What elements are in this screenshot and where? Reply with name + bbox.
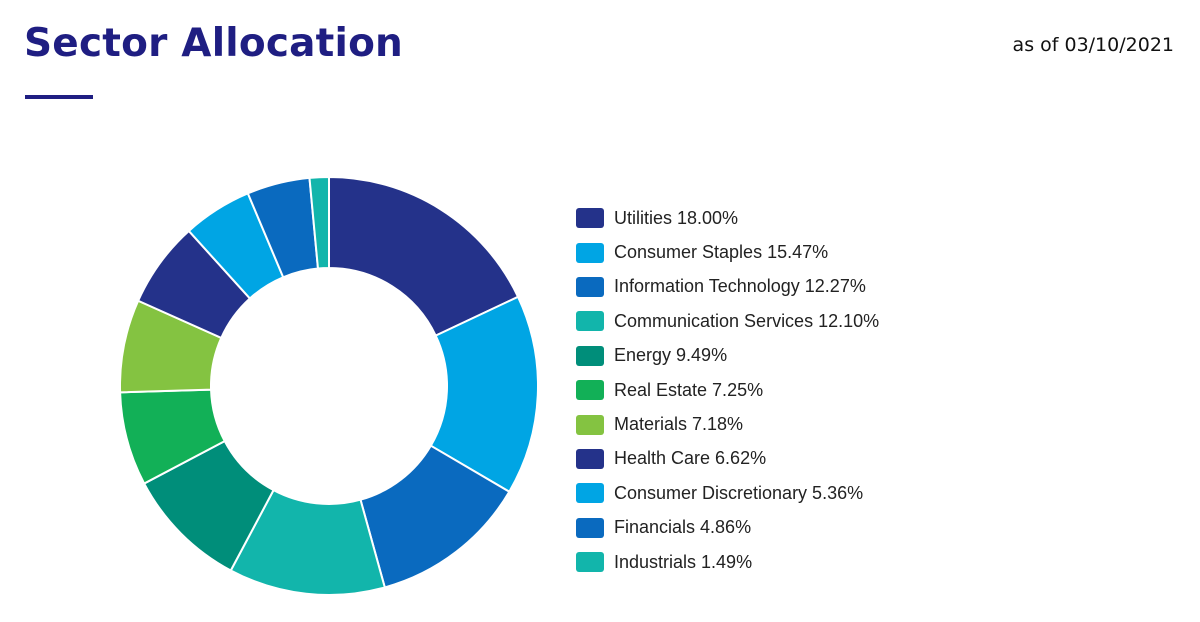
legend-item: Financials 4.86% (576, 511, 879, 545)
donut-slice (308, 175, 330, 270)
chart-legend: Utilities 18.00% Consumer Staples 15.47% I… (576, 201, 879, 579)
legend-item: Consumer Discretionary 5.36% (576, 476, 879, 510)
legend-swatch (576, 448, 604, 469)
legend-item: Real Estate 7.25% (576, 373, 879, 407)
legend-item: Utilities 18.00% (576, 201, 879, 235)
legend-item: Information Technology 12.27% (576, 270, 879, 304)
as-of-date: as of 03/10/2021 (1012, 34, 1174, 56)
legend-label: Information Technology 12.27% (614, 276, 866, 297)
legend-swatch (576, 380, 604, 401)
legend-item: Health Care 6.62% (576, 442, 879, 476)
legend-swatch (576, 311, 604, 332)
legend-swatch (576, 414, 604, 435)
legend-swatch (576, 242, 604, 263)
legend-label: Utilities 18.00% (614, 207, 739, 228)
donut-chart (119, 175, 539, 596)
legend-label: Consumer Discretionary 5.36% (614, 482, 864, 503)
legend-swatch (576, 552, 604, 573)
legend-label: Communication Services 12.10% (614, 310, 880, 331)
legend-item: Industrials 1.49% (576, 545, 879, 579)
legend-swatch (576, 276, 604, 297)
legend-item: Consumer Staples 15.47% (576, 235, 879, 269)
title-underline (25, 95, 93, 99)
legend-item: Materials 7.18% (576, 407, 879, 441)
donut-slice (328, 175, 520, 337)
legend-label: Consumer Staples 15.47% (614, 242, 829, 263)
page-title: Sector Allocation (24, 21, 404, 66)
legend-swatch (576, 517, 604, 538)
legend-item: Energy 9.49% (576, 339, 879, 373)
legend-label: Industrials 1.49% (614, 551, 753, 572)
legend-label: Real Estate 7.25% (614, 379, 764, 400)
legend-label: Energy 9.49% (614, 345, 728, 366)
legend-item: Communication Services 12.10% (576, 304, 879, 338)
legend-label: Financials 4.86% (614, 517, 752, 538)
legend-label: Health Care 6.62% (614, 448, 767, 469)
legend-swatch (576, 483, 604, 504)
legend-swatch (576, 208, 604, 229)
legend-swatch (576, 345, 604, 366)
legend-label: Materials 7.18% (614, 414, 744, 435)
